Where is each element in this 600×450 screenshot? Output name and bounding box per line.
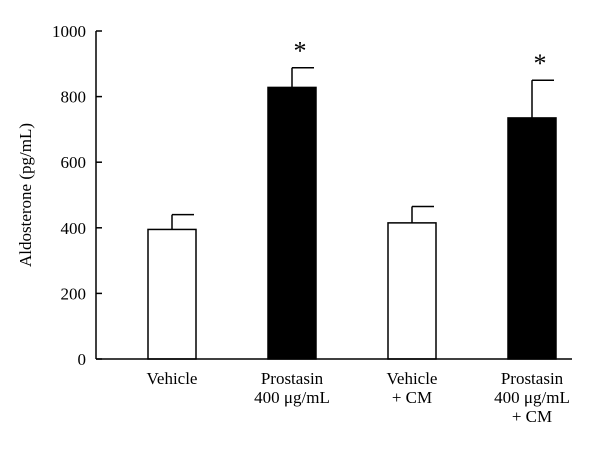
y-tick-label: 1000 (52, 22, 86, 41)
bar (387, 222, 437, 360)
y-axis: 0 200 400 600 800 1000 (52, 22, 102, 369)
x-category-label: Vehicle (147, 369, 198, 388)
significance-marker: * (534, 49, 547, 78)
y-tick-label: 600 (61, 153, 87, 172)
x-category-label: 400 μg/mL (254, 388, 330, 407)
bar (147, 228, 197, 360)
bar (267, 86, 317, 360)
x-category-label: + CM (392, 388, 432, 407)
x-category-label: Prostasin (501, 369, 564, 388)
x-category-label: Prostasin (261, 369, 324, 388)
y-tick-label: 200 (61, 284, 87, 303)
x-category-label: Vehicle (387, 369, 438, 388)
bars: * * (147, 37, 557, 360)
y-tick-label: 0 (78, 350, 87, 369)
y-tick-label: 800 (61, 88, 87, 107)
y-axis-label: Aldosterone (pg/mL) (16, 123, 35, 267)
x-category-label: + CM (512, 407, 552, 426)
bar (507, 117, 557, 360)
y-tick-label: 400 (61, 219, 87, 238)
x-category-label: 400 μg/mL (494, 388, 570, 407)
significance-marker: * (294, 37, 307, 66)
